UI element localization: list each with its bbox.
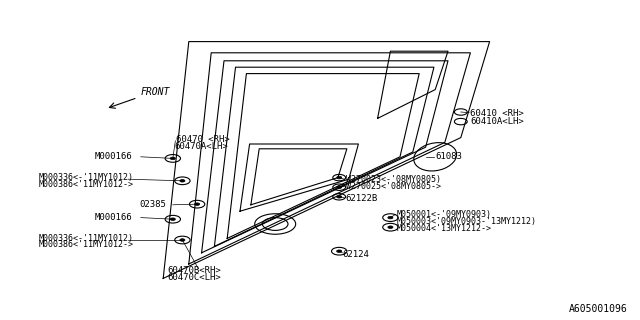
Text: 60470A<LH>: 60470A<LH> — [174, 142, 228, 151]
Circle shape — [337, 250, 342, 252]
Circle shape — [170, 218, 175, 220]
Text: M000166: M000166 — [95, 213, 132, 222]
Text: FRONT: FRONT — [141, 87, 170, 97]
Circle shape — [337, 196, 342, 198]
Circle shape — [337, 176, 342, 179]
Text: M050003<'09MY0903-'13MY1212): M050003<'09MY0903-'13MY1212) — [397, 217, 537, 226]
Text: 62124: 62124 — [342, 250, 369, 259]
Text: 02385: 02385 — [140, 200, 166, 209]
Text: M050001<-'09MY0903): M050001<-'09MY0903) — [397, 210, 492, 219]
Text: 60410 <RH>: 60410 <RH> — [470, 109, 524, 118]
Circle shape — [195, 203, 200, 205]
Text: 61083: 61083 — [435, 152, 462, 161]
Text: M000386<'11MY1012->: M000386<'11MY1012-> — [38, 240, 133, 249]
Text: 60470C<LH>: 60470C<LH> — [168, 273, 221, 282]
Circle shape — [388, 226, 393, 228]
Circle shape — [337, 186, 342, 188]
Text: M000386<'11MY1012->: M000386<'11MY1012-> — [38, 180, 133, 188]
Text: M050004<'13MY1212->: M050004<'13MY1212-> — [397, 224, 492, 233]
Text: A605001096: A605001096 — [568, 304, 627, 314]
Text: 60470B<RH>: 60470B<RH> — [168, 266, 221, 275]
Circle shape — [170, 157, 175, 160]
Text: 62122B: 62122B — [346, 194, 378, 203]
Circle shape — [388, 216, 393, 219]
Circle shape — [180, 180, 185, 182]
Text: M000336<-'11MY1012): M000336<-'11MY1012) — [38, 173, 133, 182]
Text: W270025<'08MY0805->: W270025<'08MY0805-> — [346, 182, 440, 191]
Text: 60470 <RH>: 60470 <RH> — [176, 135, 230, 144]
Text: 60410A<LH>: 60410A<LH> — [470, 117, 524, 126]
Text: M000336<-'11MY1012): M000336<-'11MY1012) — [38, 234, 133, 243]
Circle shape — [180, 239, 185, 241]
Text: W270023<-'08MY0805): W270023<-'08MY0805) — [346, 175, 440, 184]
Text: M000166: M000166 — [95, 152, 132, 161]
